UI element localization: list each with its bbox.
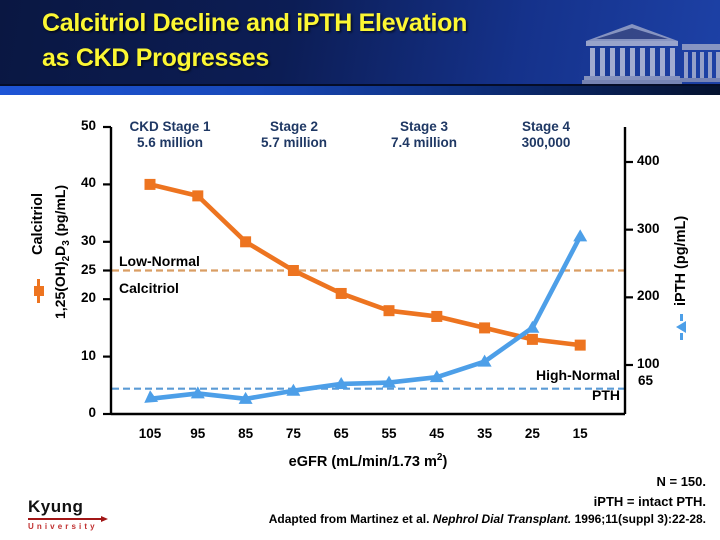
low-normal-line2: Calcitriol [119, 280, 179, 296]
university-building-icon [582, 24, 720, 84]
title-line-1: Calcitriol Decline and iPTH Elevation [42, 9, 468, 37]
source-citation: Adapted from Martinez et al. Nephrol Dia… [268, 512, 706, 526]
ipth-series-marker [676, 321, 686, 333]
x-axis-tick-label: 95 [190, 426, 206, 441]
y-axis-right-tick-label: 300 [637, 220, 660, 236]
logo-underline [28, 516, 108, 522]
y-axis-left-tick-label: 50 [80, 118, 96, 133]
stage-1-header: CKD Stage 1 5.6 million [100, 119, 240, 150]
x-axis-tick-label: 105 [138, 426, 162, 441]
x-axis-tick-label: 85 [238, 426, 254, 441]
y-axis-right-tick-label: 100 [637, 356, 660, 371]
y-axis-left-tick-label: 30 [80, 232, 96, 248]
logo-subtitle: University [28, 522, 98, 531]
legend-line-stub [37, 296, 40, 303]
high-normal-pth-label: High-Normal PTH [536, 366, 620, 405]
legend-line-stub [679, 333, 683, 340]
y-axis-left-tick-label: 0 [88, 405, 96, 420]
header-background: Calcitriol Decline and iPTH Elevation as… [0, 0, 720, 84]
legend-line-stub [679, 314, 683, 321]
stage-population: 5.6 million [136, 134, 204, 150]
y-axis-left-tick-label: 25 [80, 261, 96, 277]
x-axis-tick-label: 45 [429, 426, 445, 441]
high-normal-line2: PTH [592, 386, 620, 403]
stage-label: Stage 3 [399, 119, 449, 134]
slide-title: Calcitriol Decline and iPTH Elevation as… [42, 6, 467, 76]
calcitriol-series-marker [33, 286, 44, 296]
sample-size-note: N = 150. [656, 474, 706, 489]
y-axis-right-title: iPTH (pg/mL) [671, 192, 691, 352]
stage-population: 7.4 million [390, 134, 458, 150]
stage-label: Stage 2 [269, 119, 319, 134]
low-normal-calcitriol-label: Low-Normal Calcitriol [119, 248, 200, 302]
university-logo: Kyung University [28, 497, 118, 531]
y-axis-left-tick-label: 10 [80, 347, 96, 363]
stage-population: 5.7 million [260, 134, 328, 150]
y-axis-right-tick-label: 200 [637, 288, 660, 304]
stage-population: 300,000 [521, 134, 571, 150]
x-axis-tick-label: 15 [572, 426, 588, 441]
logo-name: Kyung [28, 497, 84, 516]
left-axis-title-line1: Calcitriol [30, 192, 46, 255]
slide-header: Calcitriol Decline and iPTH Elevation as… [0, 0, 720, 95]
x-axis-tick-label: 65 [333, 426, 349, 441]
x-axis-tick-label: 75 [285, 426, 301, 441]
title-line-2: as CKD Progresses [42, 44, 269, 72]
y-axis-right-tick-label: 400 [637, 153, 660, 168]
x-axis-tick-label: 55 [381, 426, 397, 441]
stage-3-header: Stage 3 7.4 million [354, 119, 494, 150]
ipth-definition-note: iPTH = intact PTH. [593, 494, 706, 509]
x-axis-title: eGFR (mL/min/1.73 m2) [288, 452, 448, 470]
low-normal-line1: Low-Normal [119, 253, 200, 269]
legend-line-stub [37, 279, 40, 286]
stage-label: Stage 4 [521, 119, 571, 134]
calcitriol-legend-row: Calcitriol [27, 135, 50, 355]
ipth-threshold-65-label: 65 [638, 373, 654, 388]
stage-4-header: Stage 4 300,000 [476, 119, 616, 150]
y-axis-left-tick-label: 20 [80, 290, 96, 306]
y-axis-left-tick-label: 40 [80, 175, 96, 191]
stage-2-header: Stage 2 5.7 million [224, 119, 364, 150]
x-axis-tick-label: 25 [524, 426, 540, 441]
stage-label: CKD Stage 1 [129, 119, 211, 134]
x-axis-tick-label: 35 [477, 426, 493, 441]
header-stripe [0, 84, 720, 95]
high-normal-line1: High-Normal [536, 367, 620, 383]
